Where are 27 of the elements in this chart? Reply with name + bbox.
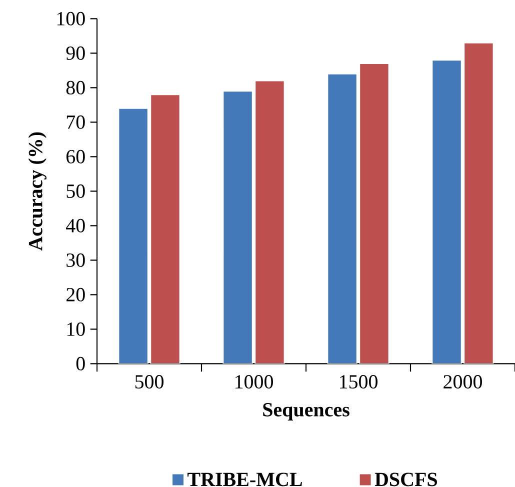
y-tick-label: 40 [66, 218, 85, 232]
x-axis-title: Sequences [263, 403, 350, 421]
bar [432, 60, 462, 364]
bar [327, 73, 358, 364]
bar [150, 94, 180, 364]
y-tick-label: 50 [66, 184, 85, 198]
x-tick-label: 500 [135, 375, 164, 389]
y-tick-label: 20 [66, 288, 85, 302]
x-tick-label: 1000 [236, 375, 273, 389]
y-tick-label: 90 [66, 46, 85, 60]
y-tick-label: 80 [66, 80, 85, 94]
y-tick-label: 70 [66, 115, 85, 129]
x-tick-label: 2000 [444, 375, 482, 389]
y-tick-label: 10 [67, 322, 85, 336]
x-tick-label: 1500 [340, 375, 378, 389]
y-axis-title: Accuracy (%) [28, 132, 46, 251]
legend-label: TRIBE-MCL [188, 472, 302, 486]
y-tick-label: 30 [66, 253, 85, 267]
y-tick-label: 0 [76, 356, 85, 370]
bar [222, 90, 253, 364]
y-tick-label: 100 [57, 12, 85, 26]
legend-label: DSCFS [374, 472, 437, 486]
bar [464, 42, 494, 364]
y-tick-label: 60 [66, 150, 85, 164]
bar [254, 80, 285, 364]
bar [118, 108, 148, 364]
bar [359, 62, 390, 364]
